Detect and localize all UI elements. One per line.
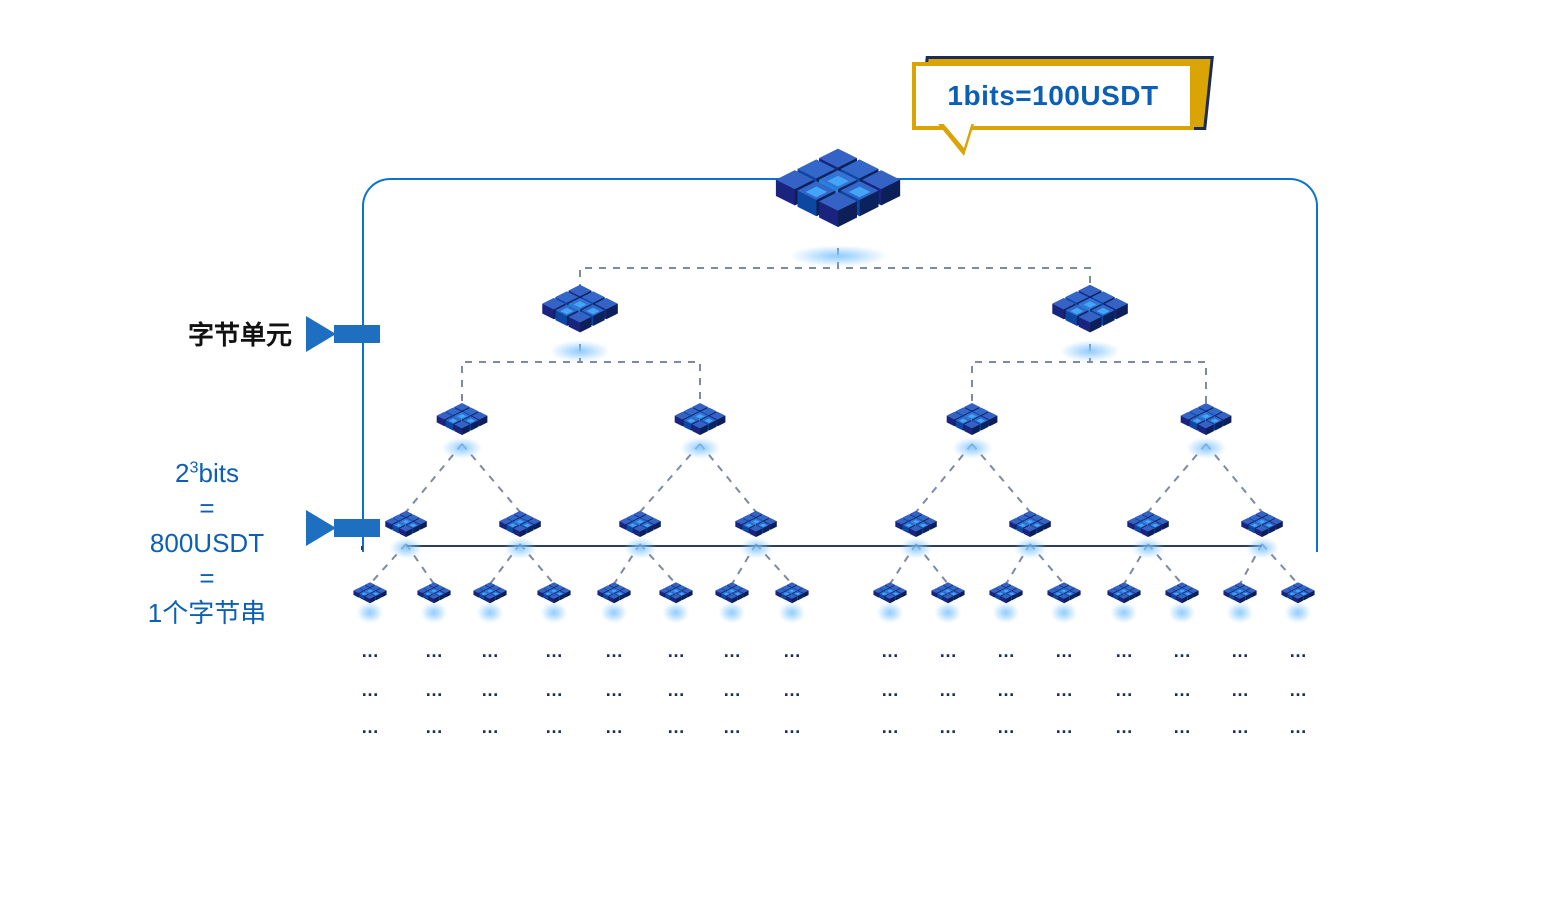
ellipsis-r0-c7: …: [783, 641, 801, 662]
formula-line-4: =: [114, 561, 300, 596]
ellipsis-r0-c10: …: [997, 641, 1015, 662]
ellipsis-r0-c13: …: [1173, 641, 1191, 662]
node-l4-1: [416, 582, 452, 611]
ellipsis-r1-c12: …: [1115, 680, 1133, 701]
node-l4-4: [596, 582, 632, 611]
node-l4-9: [930, 582, 966, 611]
ellipsis-r2-c4: …: [605, 717, 623, 738]
node-l3-4: [894, 510, 939, 546]
node-l4-5: [658, 582, 694, 611]
node-root: [771, 146, 906, 254]
ellipsis-r1-c4: …: [605, 680, 623, 701]
ellipsis-r2-c12: …: [1115, 717, 1133, 738]
ellipsis-r1-c10: …: [997, 680, 1015, 701]
ellipsis-r2-c9: …: [939, 717, 957, 738]
ellipsis-r0-c11: …: [1055, 641, 1073, 662]
node-l2-3: [1179, 402, 1234, 446]
ellipsis-r2-c15: …: [1289, 717, 1307, 738]
ellipsis-r1-c7: …: [783, 680, 801, 701]
arrow-byte-unit: [306, 316, 380, 352]
formula-line-5: 1个字节串: [114, 596, 300, 631]
node-l3-3: [734, 510, 779, 546]
formula-line-3: 800USDT: [114, 526, 300, 561]
ellipsis-r1-c3: …: [545, 680, 563, 701]
node-l4-12: [1106, 582, 1142, 611]
node-l4-13: [1164, 582, 1200, 611]
ellipsis-r1-c11: …: [1055, 680, 1073, 701]
callout-text: 1bits=100USDT: [947, 80, 1158, 112]
ellipsis-r2-c7: …: [783, 717, 801, 738]
ellipsis-r0-c4: …: [605, 641, 623, 662]
node-l3-6: [1126, 510, 1171, 546]
ellipsis-r2-c1: …: [425, 717, 443, 738]
ellipsis-r1-c8: …: [881, 680, 899, 701]
formula-line-1: 23bits: [114, 456, 300, 491]
ellipsis-r1-c14: …: [1231, 680, 1249, 701]
ellipsis-r0-c5: …: [667, 641, 685, 662]
ellipsis-r0-c9: …: [939, 641, 957, 662]
node-l1-1: [1049, 283, 1131, 349]
ellipsis-r0-c1: …: [425, 641, 443, 662]
node-l4-7: [774, 582, 810, 611]
ellipsis-r1-c15: …: [1289, 680, 1307, 701]
node-l4-3: [536, 582, 572, 611]
ellipsis-r0-c0: …: [361, 641, 379, 662]
formula-line-2: =: [114, 491, 300, 526]
ellipsis-r2-c5: …: [667, 717, 685, 738]
label-formula: 23bits = 800USDT = 1个字节串: [114, 456, 300, 631]
ellipsis-r1-c13: …: [1173, 680, 1191, 701]
ellipsis-r1-c1: …: [425, 680, 443, 701]
node-l3-5: [1008, 510, 1053, 546]
ellipsis-r0-c2: …: [481, 641, 499, 662]
ellipsis-r2-c8: …: [881, 717, 899, 738]
ellipsis-r2-c3: …: [545, 717, 563, 738]
ellipsis-r1-c5: …: [667, 680, 685, 701]
node-l4-6: [714, 582, 750, 611]
ellipsis-r0-c6: …: [723, 641, 741, 662]
arrow-formula: [306, 510, 380, 546]
node-l4-15: [1280, 582, 1316, 611]
callout-bubble: 1bits=100USDT: [912, 62, 1204, 144]
ellipsis-r1-c6: …: [723, 680, 741, 701]
ellipsis-r0-c14: …: [1231, 641, 1249, 662]
ellipsis-r2-c14: …: [1231, 717, 1249, 738]
node-l4-2: [472, 582, 508, 611]
node-l4-11: [1046, 582, 1082, 611]
node-l2-2: [945, 402, 1000, 446]
node-l4-8: [872, 582, 908, 611]
node-l2-0: [435, 402, 490, 446]
node-l4-0: [352, 582, 388, 611]
node-l3-0: [384, 510, 429, 546]
ellipsis-r2-c13: …: [1173, 717, 1191, 738]
diagram-canvas: 1bits=100USDT 字节单元 23bits = 800USDT = 1个…: [0, 0, 1562, 903]
label-byte-unit: 字节单元: [188, 318, 292, 353]
node-l4-14: [1222, 582, 1258, 611]
node-l2-1: [673, 402, 728, 446]
ellipsis-r1-c2: …: [481, 680, 499, 701]
node-l1-0: [539, 283, 621, 349]
ellipsis-r2-c0: …: [361, 717, 379, 738]
ellipsis-r0-c3: …: [545, 641, 563, 662]
ellipsis-r0-c8: …: [881, 641, 899, 662]
ellipsis-r1-c9: …: [939, 680, 957, 701]
node-l3-7: [1240, 510, 1285, 546]
ellipsis-r0-c12: …: [1115, 641, 1133, 662]
node-l4-10: [988, 582, 1024, 611]
ellipsis-r2-c2: …: [481, 717, 499, 738]
ellipsis-r2-c6: …: [723, 717, 741, 738]
ellipsis-r2-c10: …: [997, 717, 1015, 738]
node-l3-1: [498, 510, 543, 546]
ellipsis-r2-c11: …: [1055, 717, 1073, 738]
node-l3-2: [618, 510, 663, 546]
ellipsis-r0-c15: …: [1289, 641, 1307, 662]
ellipsis-r1-c0: …: [361, 680, 379, 701]
